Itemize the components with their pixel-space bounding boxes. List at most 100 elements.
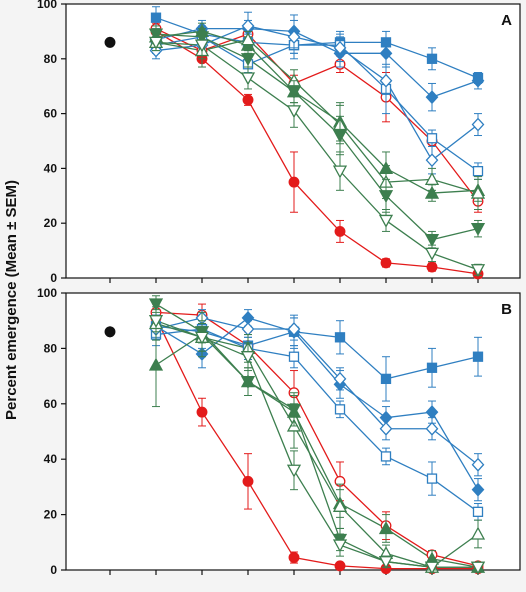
data-point [379,421,393,436]
data-point [424,561,440,575]
data-point [240,351,256,365]
series-line [155,30,479,275]
series-line [155,17,479,79]
data-point [380,451,392,462]
data-point [240,375,256,389]
data-point [426,261,438,273]
data-point [378,521,394,535]
data-point [148,357,164,371]
data-point [288,176,300,188]
data-point [286,403,302,417]
data-point [425,90,439,105]
y-tick-label: 40 [44,452,58,466]
y-tick-label: 0 [50,271,57,285]
data-point [332,539,348,553]
data-point [332,129,348,143]
data-point [286,86,302,100]
data-point [426,53,438,64]
data-point [240,72,256,86]
data-point [424,172,440,186]
data-point [472,165,484,177]
y-tick-label: 60 [44,107,58,121]
data-point [470,185,486,199]
data-point [334,404,346,415]
data-point [287,322,301,336]
series-line [155,320,478,568]
y-tick-label: 80 [44,341,58,355]
series-line [155,317,479,466]
data-point [471,457,485,472]
data-point [472,351,484,362]
series-line [155,41,479,271]
y-tick-label: 80 [44,52,58,66]
series-line [155,33,479,241]
data-point [470,526,486,540]
series-line [155,25,479,162]
series-line [155,325,479,380]
panel-label: B [501,301,512,318]
y-tick-label: 20 [44,216,58,230]
data-point [470,561,486,575]
data-point [196,406,208,418]
data-point [426,362,438,373]
data-point [470,223,486,237]
data-point [148,298,164,312]
data-point [334,332,346,343]
data-point [332,498,348,512]
data-point [379,46,393,61]
chart-panel-b: 0 20 40 60 80 100 B [37,286,521,577]
data-point [426,133,438,144]
data-point [424,247,440,261]
data-point [286,464,302,478]
data-point [194,331,210,345]
data-point [424,233,440,247]
y-axis-label: Percent emergence (Mean ± SEM) [3,180,20,420]
data-point [287,29,301,44]
series-line [155,317,479,491]
data-point [472,506,484,517]
series-line [155,28,479,202]
data-point [240,32,256,46]
data-point [425,153,439,168]
series-line [155,328,479,513]
series-line [155,333,479,568]
data-point [333,371,347,386]
data-point [378,556,394,570]
data-point [240,53,256,67]
reference-point [104,36,116,48]
data-point [471,73,485,88]
data-point [425,421,439,436]
data-point [334,225,346,237]
data-point [286,105,302,119]
y-tick-label: 0 [50,563,57,577]
data-point [380,257,392,269]
series-line [155,38,479,194]
data-point [150,12,162,23]
y-tick-label: 40 [44,161,58,175]
y-tick-label: 60 [44,397,58,411]
data-point [426,473,438,484]
series-line [155,30,479,194]
data-point [333,40,347,55]
data-point [470,264,486,278]
reference-point [104,326,116,338]
data-point [148,315,164,329]
data-point [194,39,210,53]
data-point [242,94,254,106]
panel-label: A [501,12,512,29]
data-point [242,475,254,487]
y-tick-label: 100 [37,286,57,300]
data-point [332,165,348,179]
chart-panel-a: 0 20 40 60 80 100 A [37,0,521,285]
data-point [148,36,164,50]
data-point [379,73,393,88]
data-point [378,190,394,204]
data-point [471,482,485,497]
series-line [155,317,478,570]
data-point [380,373,392,385]
data-point [378,214,394,228]
data-point [288,552,300,563]
y-tick-label: 20 [44,508,58,522]
